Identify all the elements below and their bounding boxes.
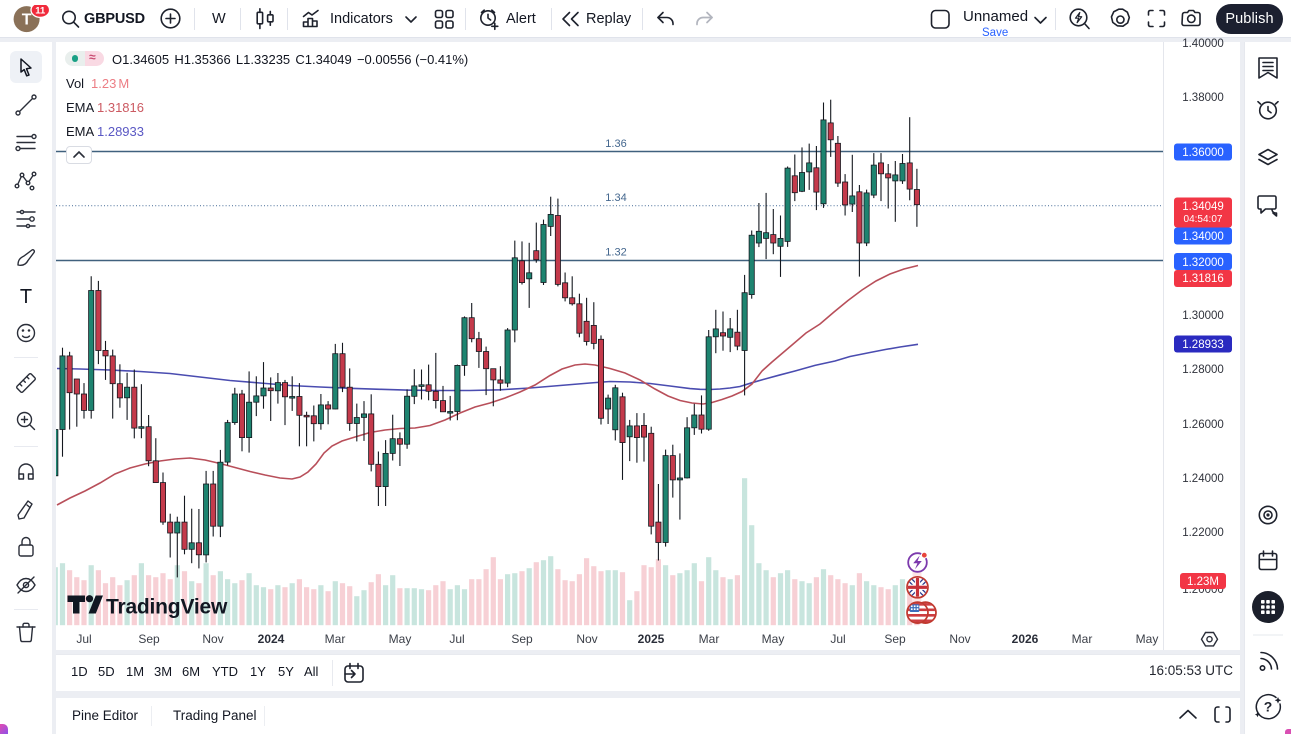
svg-text:May: May	[762, 632, 785, 646]
svg-text:Nov: Nov	[576, 632, 597, 646]
svg-text:11: 11	[35, 5, 46, 16]
svg-text:Sep: Sep	[138, 632, 160, 646]
svg-text:?: ?	[1264, 699, 1273, 715]
svg-text:2026: 2026	[1012, 632, 1039, 646]
svg-text:Nov: Nov	[949, 632, 970, 646]
svg-text:1.34000: 1.34000	[1182, 231, 1224, 243]
svg-text:TradingView: TradingView	[106, 596, 228, 619]
svg-text:Mar: Mar	[1072, 632, 1093, 646]
svg-text:2025: 2025	[638, 632, 665, 646]
svg-text:04:54:07: 04:54:07	[1184, 214, 1223, 225]
svg-text:1.38000: 1.38000	[1182, 92, 1224, 104]
svg-text:Sep: Sep	[511, 632, 533, 646]
svg-text:1.30000: 1.30000	[1182, 310, 1224, 322]
svg-text:1.40000: 1.40000	[1182, 38, 1224, 50]
svg-text:1.31816: 1.31816	[1182, 273, 1224, 285]
svg-text:1.36: 1.36	[605, 138, 626, 150]
svg-text:Jul: Jul	[449, 632, 464, 646]
svg-text:1.32: 1.32	[605, 247, 626, 259]
svg-text:1.34: 1.34	[605, 192, 626, 204]
svg-text:1.32000: 1.32000	[1182, 257, 1224, 269]
svg-text:1.34049: 1.34049	[1182, 201, 1224, 213]
svg-text:Jul: Jul	[76, 632, 91, 646]
svg-text:1.28933: 1.28933	[1182, 339, 1224, 351]
svg-text:1.22000: 1.22000	[1182, 527, 1224, 539]
svg-text:Mar: Mar	[699, 632, 720, 646]
svg-text:Mar: Mar	[325, 632, 346, 646]
svg-text:Jul: Jul	[830, 632, 845, 646]
svg-text:Nov: Nov	[202, 632, 223, 646]
svg-text:1.28000: 1.28000	[1182, 364, 1224, 376]
svg-text:2024: 2024	[258, 632, 285, 646]
svg-text:T: T	[20, 286, 32, 308]
svg-text:1.23M: 1.23M	[1187, 576, 1219, 588]
svg-text:T: T	[22, 12, 32, 29]
svg-text:Sep: Sep	[884, 632, 906, 646]
svg-text:1.26000: 1.26000	[1182, 419, 1224, 431]
svg-text:May: May	[1136, 632, 1159, 646]
svg-text:May: May	[389, 632, 412, 646]
svg-text:1.24000: 1.24000	[1182, 473, 1224, 485]
svg-text:1.36000: 1.36000	[1182, 147, 1224, 159]
